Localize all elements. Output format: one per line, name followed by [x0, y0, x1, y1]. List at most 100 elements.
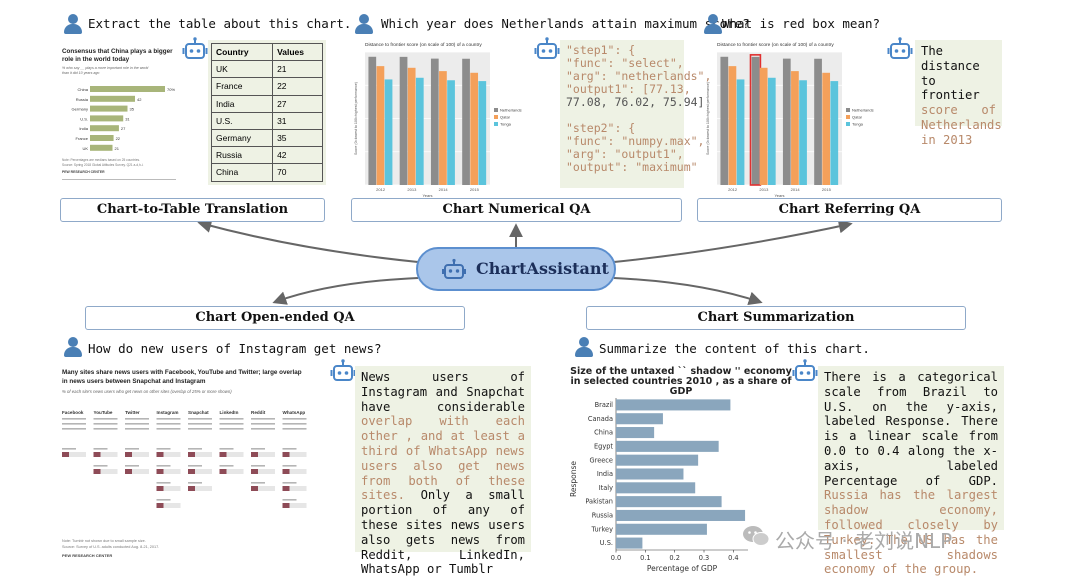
text-line — [188, 465, 202, 467]
table-cell: 21 — [272, 60, 323, 79]
watermark: 公众号 · 老刘说NLP — [775, 529, 953, 553]
legend-label: Qatar — [500, 115, 511, 120]
text-line — [156, 428, 181, 430]
legend-swatch — [494, 115, 498, 119]
user-icon — [704, 14, 722, 34]
legend-swatch — [494, 122, 498, 126]
code-line: "func": "select", — [566, 56, 684, 70]
shadow-category-label: Brazil — [595, 401, 614, 409]
pew-title-2: role in the world today — [62, 56, 130, 63]
x-tick-label: 2013 — [407, 187, 417, 192]
pew-category-label: U.S. — [80, 116, 88, 121]
social-bar — [219, 469, 227, 474]
frontier-chart-numerical: Distance to frontier score (on scale of … — [354, 42, 522, 198]
text-line — [219, 428, 244, 430]
social-bar-bg — [163, 503, 181, 508]
x-tick-label: 0.4 — [728, 554, 739, 562]
task-label-table: Chart-to-Table Translation — [60, 198, 325, 222]
text-line — [282, 418, 307, 420]
shadow-category-label: Italy — [599, 484, 613, 492]
text-line — [251, 465, 265, 467]
table-row: China 70 — [210, 163, 323, 182]
table-cell: UK — [210, 60, 274, 79]
text-line — [251, 428, 275, 430]
code-line: "step1": { — [566, 43, 636, 57]
robot-icon — [887, 37, 913, 59]
social-bar — [188, 486, 195, 491]
text-line — [93, 423, 118, 425]
pew-value-label: 21 — [115, 146, 120, 151]
social-bar-bg — [132, 452, 149, 457]
text-line — [125, 448, 139, 450]
table-cell: France — [210, 77, 274, 96]
frontier-chart-referring: Distance to frontier score (on scale of … — [706, 42, 874, 198]
frontier-bar — [791, 71, 799, 185]
table-header: Values — [272, 42, 323, 62]
text-line — [125, 423, 149, 425]
table-header: Country — [210, 42, 274, 62]
x-tick-label: 2014 — [791, 187, 801, 192]
text-line — [62, 428, 86, 430]
legend-label: Qatar — [852, 115, 863, 120]
social-bar-bg — [258, 452, 275, 457]
shadow-category-label: India — [597, 470, 613, 478]
frontier-bar — [430, 58, 439, 185]
text-line — [219, 418, 244, 420]
text-line — [62, 423, 86, 425]
pew-category-label: France — [76, 136, 89, 141]
social-bar — [251, 486, 258, 491]
x-tick-label: 2014 — [439, 187, 449, 192]
x-tick-label: 2013 — [759, 187, 769, 192]
frontier-bar — [720, 56, 729, 185]
text-line — [93, 418, 118, 420]
social-bar — [219, 452, 227, 457]
social-note-1: Note: Tumblr not shown due to small samp… — [62, 539, 146, 543]
pew-bar — [90, 86, 165, 92]
social-overlap-chart: Many sites share news users with Faceboo… — [62, 369, 307, 558]
x-tick-label: 2012 — [728, 187, 738, 192]
frontier-bar — [767, 77, 776, 185]
code-line: 77.08, 76.02, 75.94] — [566, 95, 705, 109]
social-bar-bg — [163, 469, 181, 474]
text-line — [125, 428, 149, 430]
shadow-bar — [616, 413, 663, 425]
pew-value-label: 22 — [116, 136, 121, 141]
center-title: ChartAssistant — [476, 259, 609, 278]
text-line — [62, 418, 86, 420]
social-column-header: Twitter — [125, 410, 140, 415]
pew-value-label: 31 — [125, 116, 130, 121]
shadow-bar — [616, 468, 684, 480]
table-row: U.S. 31 — [210, 111, 323, 130]
question-numerical: Which year does Netherlands attain maxim… — [381, 16, 750, 31]
social-bar-bg — [226, 469, 244, 474]
social-bar — [282, 452, 290, 457]
answer-text: News users of Instagram and Snapchat hav… — [361, 370, 525, 414]
shadow-bar — [616, 496, 722, 508]
question-table: Extract the table about this chart. — [88, 16, 352, 31]
text-line — [93, 448, 108, 450]
shadow-bar — [616, 440, 719, 452]
pew-value-label: 70% — [167, 87, 175, 92]
text-line — [188, 418, 212, 420]
social-bar-bg — [258, 486, 275, 491]
legend-label: Tonga — [500, 122, 512, 127]
extracted-table-panel: Country Values UK 21 France 22 India 27 U.S… — [208, 40, 326, 185]
task-label-numerical: Chart Numerical QA — [351, 198, 682, 222]
frontier-bar — [415, 77, 424, 185]
social-bar — [93, 469, 101, 474]
pew-bar — [90, 95, 135, 102]
social-column-header: YouTube — [94, 410, 113, 415]
y-axis-label: Score (0=lowest to 100=highest performan… — [354, 82, 358, 155]
social-bar-bg — [226, 452, 244, 457]
code-line: "step2": { — [566, 121, 636, 135]
text-line — [219, 448, 234, 450]
task-label-referring: Chart Referring QA — [697, 198, 1002, 222]
social-subtitle: % of each site's news users who get news… — [62, 389, 232, 394]
answer-text: Only a small portion of any of these sit… — [361, 488, 525, 577]
x-tick-label: 0.2 — [669, 554, 680, 562]
robot-icon — [182, 37, 208, 59]
answer-text: There is a categorical scale from Brazil… — [824, 370, 998, 488]
legend-label: Netherlands — [500, 108, 522, 113]
pew-category-label: Russia — [76, 97, 89, 102]
